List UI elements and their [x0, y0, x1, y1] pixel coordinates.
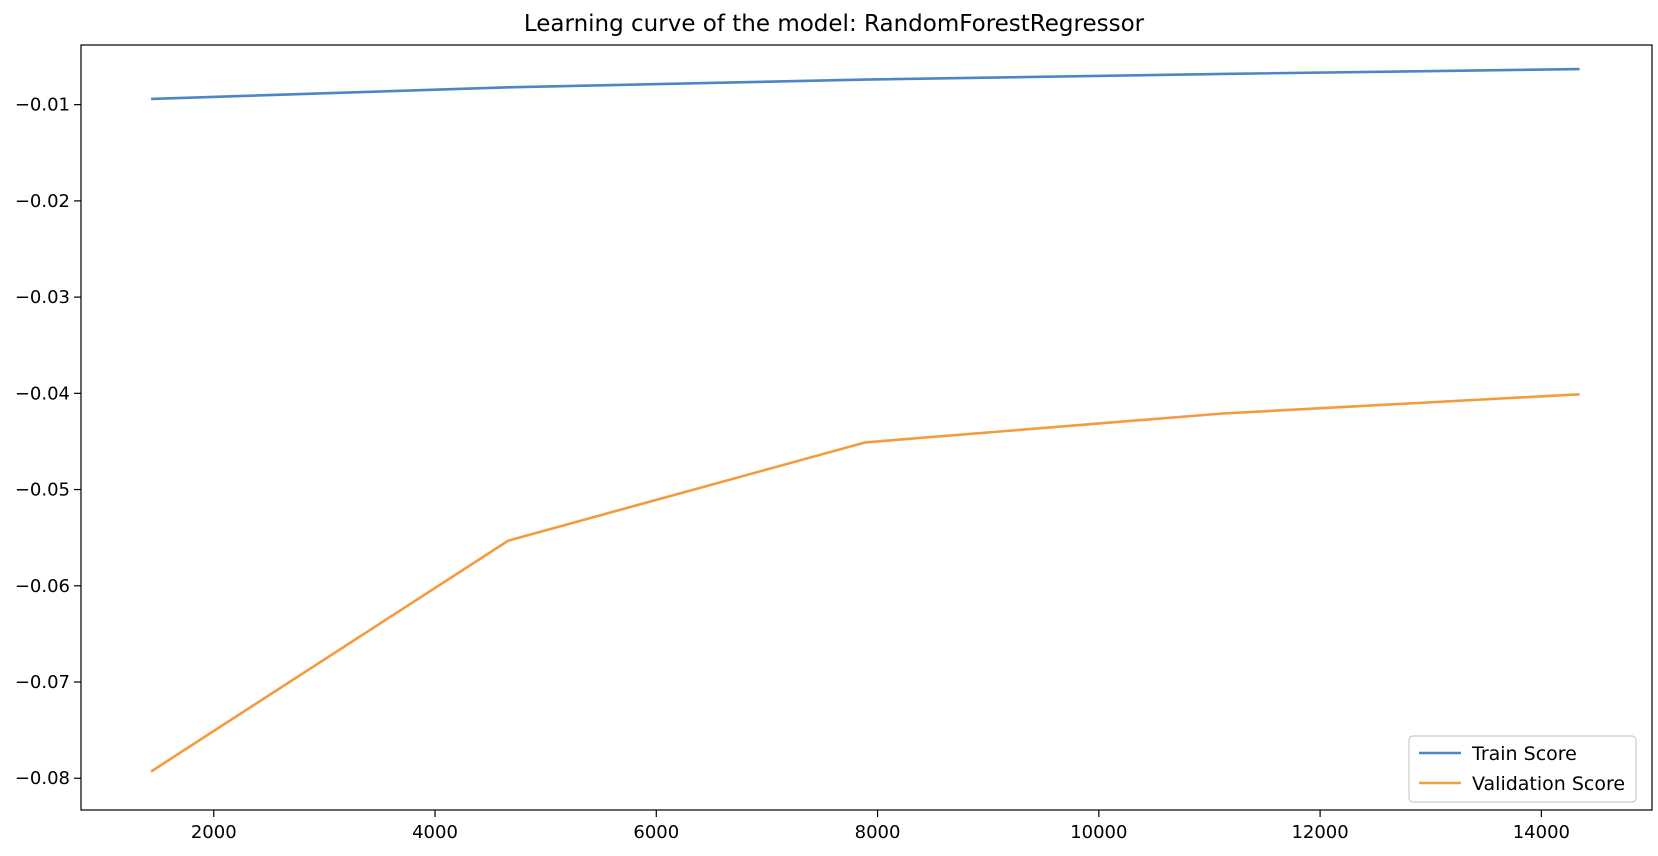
x-tick-label: 14000: [1513, 822, 1570, 843]
y-tick-label: −0.05: [15, 480, 70, 501]
legend-label: Train Score: [1471, 743, 1577, 765]
chart-title: Learning curve of the model: RandomFores…: [524, 11, 1145, 37]
y-tick-label: −0.07: [15, 672, 70, 693]
x-tick-label: 8000: [855, 822, 901, 843]
x-tick-label: 10000: [1070, 822, 1127, 843]
x-tick-label: 6000: [633, 822, 679, 843]
series-line-1: [150, 393, 1580, 773]
y-tick-label: −0.04: [15, 383, 70, 404]
y-tick-label: −0.02: [15, 191, 70, 212]
y-tick-label: −0.03: [15, 287, 70, 308]
x-tick-label: 4000: [412, 822, 458, 843]
y-tick-label: −0.08: [15, 768, 70, 789]
y-tick-label: −0.01: [15, 95, 70, 116]
series-line-0: [151, 67, 1580, 101]
y-tick-label: −0.06: [15, 576, 70, 597]
x-tick-label: 12000: [1291, 822, 1348, 843]
plot-series: [150, 67, 1580, 773]
legend-label: Validation Score: [1472, 773, 1625, 795]
x-tick-label: 2000: [191, 822, 237, 843]
axis-ticks: 2000 4000 6000 8000 10000 12000 14000 −0.01 −0.0…: [15, 95, 1570, 843]
legend: Train Score Validation Score: [1408, 735, 1637, 803]
plot-frame: [80, 44, 1653, 811]
legend-box: [1408, 735, 1637, 803]
